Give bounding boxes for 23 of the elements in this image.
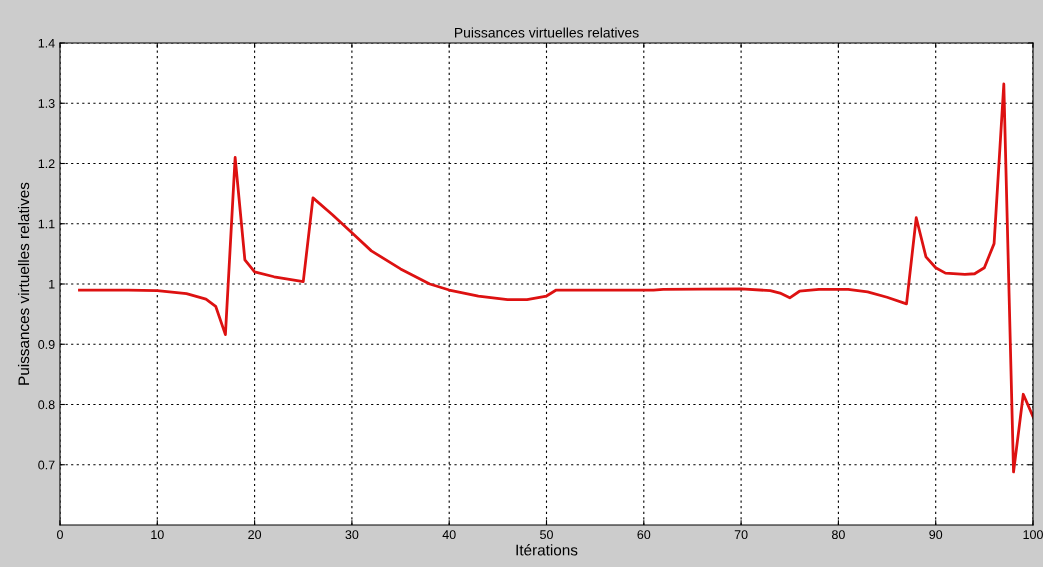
x-tick-label: 40 xyxy=(442,530,456,540)
x-tick-label: 100 xyxy=(1023,530,1043,540)
chart-title: Puissances virtuelles relatives xyxy=(455,27,639,38)
x-tick-label: 0 xyxy=(57,530,63,540)
y-tick-label: 1.1 xyxy=(38,219,55,229)
x-tick-label: 90 xyxy=(929,530,943,540)
x-tick-label: 70 xyxy=(734,530,748,540)
y-tick-label: 1 xyxy=(49,279,55,289)
x-tick-label: 20 xyxy=(248,530,262,540)
y-tick-label: 0.8 xyxy=(38,400,55,410)
y-axis-title: Puissances virtuelles relatives xyxy=(17,182,30,385)
y-tick-label: 0.9 xyxy=(38,340,55,349)
y-tick-label: 1.2 xyxy=(38,159,55,169)
x-tick-label: 60 xyxy=(637,530,651,540)
y-tick-label: 1.4 xyxy=(38,38,55,48)
x-tick-label: 30 xyxy=(345,530,359,540)
y-tick-label: 0.7 xyxy=(38,460,55,470)
x-tick-label: 50 xyxy=(540,530,553,540)
x-tick-label: 10 xyxy=(151,530,164,540)
line-series xyxy=(78,82,1033,474)
x-tick-label: 80 xyxy=(831,530,845,540)
x-axis-title: Itérations xyxy=(516,544,578,556)
y-tick-label: 1.3 xyxy=(38,99,55,108)
